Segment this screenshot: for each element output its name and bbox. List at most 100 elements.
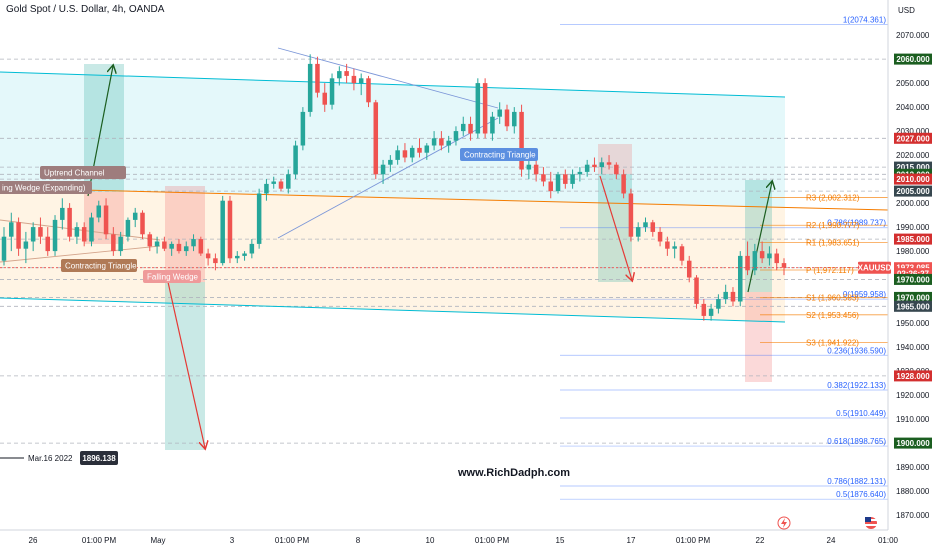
wedge-line	[0, 245, 161, 263]
candle-body	[191, 239, 196, 247]
candle-body	[482, 83, 488, 134]
y-tick-label: 1880.000	[896, 487, 930, 496]
candle-body	[431, 138, 437, 146]
candle-body	[1, 236, 7, 261]
candle	[635, 222, 641, 242]
x-tick-label: 17	[627, 536, 636, 545]
candle-body	[679, 246, 685, 261]
candle-body	[424, 145, 430, 153]
price-tag: 2005.000	[894, 185, 932, 197]
trend-line-orange	[0, 187, 889, 211]
pattern-annotation: ing Wedge (Expanding)	[0, 181, 92, 194]
date-marker-value: 1896.138	[80, 451, 118, 465]
us-flag-icon	[865, 517, 877, 529]
candle	[191, 234, 196, 252]
annotation-box	[0, 181, 92, 194]
candle-body	[322, 92, 328, 105]
watermark-text: www.RichDadph.com	[457, 467, 570, 479]
candle	[16, 217, 21, 256]
candle-body	[628, 193, 634, 237]
fib-level-label: 0.236(1936.590)	[827, 346, 886, 355]
candle	[30, 222, 36, 252]
candle	[439, 131, 444, 151]
candle	[169, 241, 174, 256]
candle	[431, 131, 437, 151]
candle	[278, 179, 284, 192]
price-tag-text: 2060.000	[896, 55, 930, 64]
candle	[708, 303, 714, 321]
candle-body	[548, 181, 553, 192]
candle-body	[665, 241, 670, 249]
candle-body	[388, 159, 393, 165]
time-axis-bg	[0, 530, 932, 550]
candle-body	[38, 227, 43, 237]
candle	[730, 287, 736, 307]
fib-level-label: 0.618(1898.765)	[827, 437, 886, 446]
candle-body	[271, 181, 276, 184]
symbol-label-text: XAUUSD	[858, 264, 892, 273]
candle	[781, 258, 787, 276]
price-tag: 1985.000	[894, 233, 932, 245]
x-tick-label: 3	[230, 536, 235, 545]
candle-body	[716, 299, 721, 309]
candle	[125, 217, 131, 242]
annotation-text: Falling Wedge	[147, 273, 199, 282]
y-tick-label: 2070.000	[896, 31, 930, 40]
annotation-box	[61, 259, 137, 272]
price-tag-text: 1928.000	[896, 372, 930, 381]
candle	[23, 231, 29, 264]
price-tag-text: 1965.000	[896, 302, 930, 311]
candle	[373, 99, 379, 180]
candle-body	[96, 205, 102, 218]
price-tag-text: 2005.000	[896, 187, 930, 196]
price-tag: 1970.000	[894, 291, 932, 303]
candle	[533, 157, 539, 182]
wedge-line	[0, 219, 161, 241]
candle-body	[694, 277, 699, 304]
candle	[752, 243, 758, 276]
candle-body	[446, 140, 451, 146]
channel-top-line	[0, 71, 786, 98]
candle	[89, 212, 94, 247]
candle	[475, 78, 481, 139]
candle-body	[30, 227, 36, 242]
price-tag-box	[894, 233, 932, 245]
candle-body	[512, 111, 517, 127]
candle	[74, 222, 80, 244]
candle-body	[577, 171, 583, 175]
candle-body	[570, 174, 575, 184]
candle-body	[366, 78, 371, 103]
candle	[366, 75, 371, 108]
candle	[577, 167, 583, 182]
candle-body	[81, 227, 87, 242]
y-tick-label: 2050.000	[896, 79, 930, 88]
candle-body	[147, 234, 153, 247]
x-tick-label: May	[150, 536, 165, 545]
candle	[220, 195, 225, 266]
candle	[132, 207, 138, 228]
candle	[154, 236, 160, 254]
candle-body	[614, 164, 619, 175]
candle	[286, 169, 291, 194]
pivot-label: S2 (1,953.456)	[806, 311, 859, 320]
chart-title: Gold Spot / U.S. Dollar, 4h, OANDA	[6, 4, 165, 15]
price-tag-box	[894, 300, 932, 312]
y-tick-label: 1890.000	[896, 463, 930, 472]
trade-box-profit	[745, 180, 772, 292]
candle	[606, 155, 612, 170]
y-tick-label: 1910.000	[896, 415, 930, 424]
candle	[162, 236, 167, 252]
candle-body	[286, 174, 291, 189]
candle	[60, 198, 65, 230]
x-tick-label: 10	[426, 536, 435, 545]
candle-body	[118, 236, 123, 252]
candle	[45, 227, 50, 256]
fib-level-label: 0.5(1910.449)	[836, 409, 886, 418]
candle	[497, 102, 502, 124]
candle	[337, 66, 342, 86]
trade-box-loss	[745, 292, 772, 382]
candle-body	[256, 193, 262, 244]
candle	[512, 107, 517, 134]
candle-body	[767, 253, 772, 259]
